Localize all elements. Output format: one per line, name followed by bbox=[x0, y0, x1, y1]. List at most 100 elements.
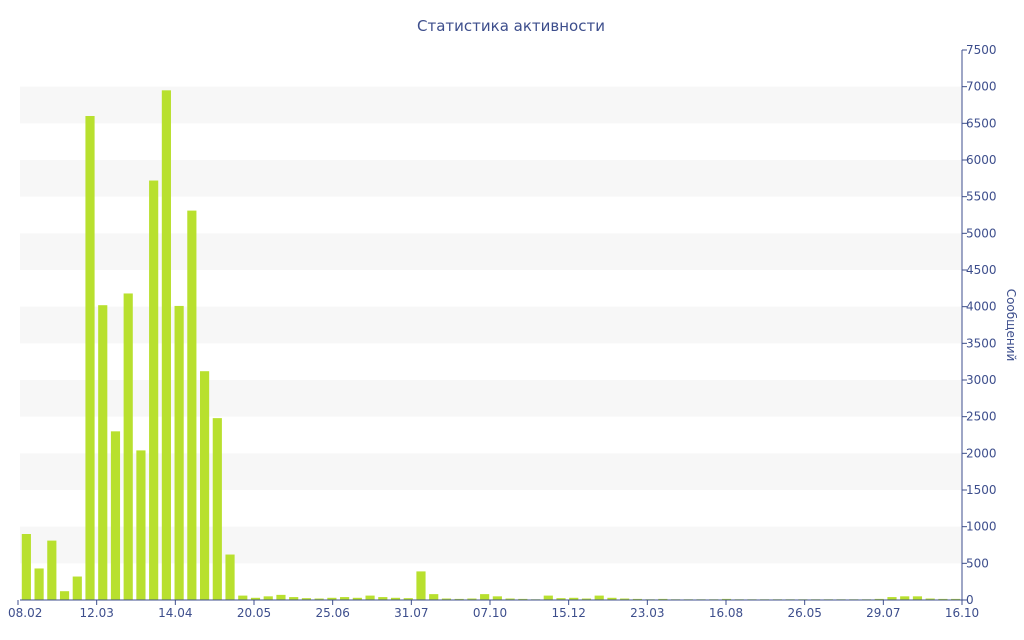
y-tick-label: 500 bbox=[966, 556, 989, 570]
bar[interactable] bbox=[327, 597, 337, 600]
bar[interactable] bbox=[594, 595, 604, 600]
bar[interactable] bbox=[543, 595, 553, 600]
grid-band bbox=[20, 380, 962, 417]
bar[interactable] bbox=[352, 597, 362, 600]
bar[interactable] bbox=[123, 293, 133, 600]
bar[interactable] bbox=[225, 554, 235, 600]
x-tick-label: 23.03 bbox=[630, 606, 664, 620]
bar[interactable] bbox=[276, 594, 286, 600]
grid-bands bbox=[20, 86, 962, 564]
y-tick-label: 2500 bbox=[966, 410, 997, 424]
y-tick-label: 6000 bbox=[966, 153, 997, 167]
bar[interactable] bbox=[72, 576, 82, 600]
bar[interactable] bbox=[199, 371, 210, 600]
grid-band bbox=[20, 526, 962, 564]
y-axis: 0 500 1000 1500 2000 2500 3000 3500 4000 4500 5000… bbox=[961, 43, 997, 607]
y-tick-label: 3000 bbox=[966, 373, 997, 387]
x-tick-label: 26.05 bbox=[787, 606, 821, 620]
y-tick-label: 1500 bbox=[966, 483, 997, 497]
grid-band bbox=[20, 453, 962, 490]
bar[interactable] bbox=[429, 594, 439, 600]
bar[interactable] bbox=[85, 116, 95, 600]
bar[interactable] bbox=[390, 597, 401, 600]
x-tick-label: 16.10 bbox=[945, 606, 979, 620]
y-tick-label: 6500 bbox=[966, 116, 997, 130]
bar[interactable] bbox=[136, 450, 146, 600]
x-tick-label: 29.07 bbox=[866, 606, 900, 620]
bar[interactable] bbox=[518, 598, 528, 600]
bar[interactable] bbox=[378, 597, 388, 600]
bar[interactable] bbox=[900, 596, 910, 600]
y-tick-label: 4000 bbox=[966, 300, 997, 314]
bar[interactable] bbox=[874, 598, 884, 600]
bar[interactable] bbox=[581, 598, 592, 600]
bar[interactable] bbox=[250, 597, 261, 600]
bar[interactable] bbox=[416, 571, 426, 600]
bar[interactable] bbox=[238, 595, 248, 600]
bar[interactable] bbox=[938, 598, 948, 600]
y-tick-label: 3500 bbox=[966, 336, 997, 350]
x-tick-label: 20.05 bbox=[237, 606, 271, 620]
y-tick-label: 7500 bbox=[966, 43, 997, 57]
bar[interactable] bbox=[492, 596, 502, 600]
bar[interactable] bbox=[98, 305, 108, 600]
bar[interactable] bbox=[340, 597, 350, 600]
bar[interactable] bbox=[632, 598, 642, 600]
bar-series bbox=[21, 90, 961, 601]
bar[interactable] bbox=[454, 598, 464, 600]
x-tick-label: 14.04 bbox=[158, 606, 192, 620]
bar[interactable] bbox=[212, 418, 222, 600]
bar[interactable] bbox=[887, 597, 897, 600]
bar[interactable] bbox=[441, 598, 452, 600]
grid-band bbox=[20, 160, 962, 197]
bar[interactable] bbox=[289, 597, 299, 600]
bar[interactable] bbox=[505, 598, 515, 600]
bar[interactable] bbox=[951, 598, 961, 600]
y-tick-label: 1000 bbox=[966, 520, 997, 534]
chart-title: Статистика активности bbox=[417, 17, 605, 35]
bar[interactable] bbox=[620, 598, 630, 600]
y-tick-label: 0 bbox=[966, 593, 974, 607]
bar[interactable] bbox=[59, 591, 70, 600]
bar[interactable] bbox=[149, 180, 159, 601]
y-tick-label: 7000 bbox=[966, 80, 997, 94]
bar[interactable] bbox=[161, 90, 171, 600]
bar[interactable] bbox=[925, 598, 935, 600]
bar[interactable] bbox=[187, 210, 197, 600]
bar[interactable] bbox=[34, 568, 44, 600]
bar[interactable] bbox=[263, 596, 273, 600]
y-tick-label: 5000 bbox=[966, 226, 997, 240]
bar[interactable] bbox=[110, 431, 121, 600]
bar[interactable] bbox=[467, 598, 477, 600]
bar[interactable] bbox=[569, 597, 579, 600]
x-tick-label: 15.12 bbox=[551, 606, 585, 620]
bar[interactable] bbox=[314, 598, 324, 600]
bar[interactable] bbox=[21, 534, 31, 600]
grid-band bbox=[20, 233, 962, 270]
bar[interactable] bbox=[912, 596, 923, 600]
bar[interactable] bbox=[607, 597, 617, 600]
y-axis-label: Сообщений bbox=[1004, 289, 1018, 362]
y-tick-label: 2000 bbox=[966, 446, 997, 460]
x-tick-label: 16.08 bbox=[709, 606, 743, 620]
bar[interactable] bbox=[174, 305, 184, 600]
x-tick-label: 31.07 bbox=[394, 606, 428, 620]
bar[interactable] bbox=[556, 598, 566, 600]
x-tick-label: 08.02 bbox=[8, 606, 42, 620]
bar[interactable] bbox=[301, 598, 312, 600]
bar[interactable] bbox=[658, 598, 668, 600]
grid-band bbox=[20, 306, 962, 344]
y-tick-label: 5500 bbox=[966, 190, 997, 204]
x-tick-label: 25.06 bbox=[315, 606, 349, 620]
grid-band bbox=[20, 86, 962, 124]
x-axis: 08.02 12.03 14.04 20.05 25.06 31.07 07.10 15.12… bbox=[8, 599, 979, 620]
x-tick-label: 07.10 bbox=[473, 606, 507, 620]
bar[interactable] bbox=[480, 594, 490, 600]
y-tick-label: 4500 bbox=[966, 263, 997, 277]
x-tick-label: 12.03 bbox=[79, 606, 113, 620]
bar[interactable] bbox=[403, 598, 413, 600]
bar[interactable] bbox=[721, 598, 732, 600]
bar[interactable] bbox=[365, 595, 375, 600]
bar[interactable] bbox=[47, 540, 57, 600]
